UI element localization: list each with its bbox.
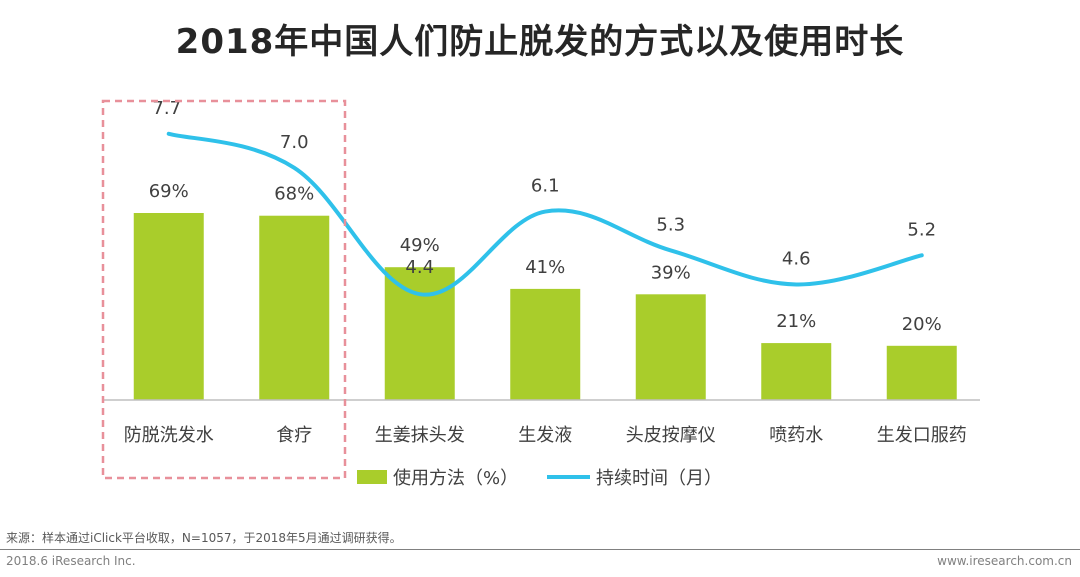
bar-3	[384, 267, 455, 400]
category-label: 喷药水	[769, 425, 823, 446]
chart-title: 2018年中国人们防止脱发的方式以及使用时长	[175, 22, 905, 62]
source-note: 来源：样本通过iClick平台收取，N=1057，于2018年5月通过调研获得。	[6, 531, 402, 545]
category-label: 生发液	[518, 425, 572, 446]
line-value-label: 7.0	[280, 132, 309, 153]
bar-6	[761, 343, 832, 400]
highlight-box	[101, 99, 347, 480]
line-value-label: 4.6	[782, 248, 811, 269]
legend-bar-swatch	[357, 470, 387, 484]
category-label: 防脱洗发水	[124, 425, 214, 446]
legend-bar-label: 使用方法（%）	[393, 468, 518, 489]
bar-5	[635, 294, 706, 400]
category-label: 生发口服药	[877, 425, 967, 446]
footer-copyright: 2018.6 iResearch Inc.	[6, 554, 136, 568]
line-value-label: 7.7	[152, 98, 181, 119]
line-value-label: 4.4	[405, 257, 434, 278]
bar-value-label: 41%	[525, 257, 565, 278]
bar-value-label: 49%	[400, 235, 440, 256]
legend-line-label: 持续时间（月）	[596, 468, 722, 489]
bar-value-label: 69%	[149, 181, 189, 202]
category-label: 生姜抹头发	[375, 425, 465, 446]
line-value-label: 6.1	[531, 176, 560, 197]
duration-line	[166, 131, 924, 297]
bar-4	[510, 288, 581, 400]
bar-7	[886, 345, 957, 400]
bar-value-label: 21%	[776, 311, 816, 332]
category-label: 食疗	[276, 425, 312, 446]
footer-divider	[0, 549, 1080, 550]
line-value-label: 5.3	[656, 214, 685, 235]
bar-1	[133, 213, 204, 400]
bar-value-label: 20%	[902, 314, 942, 335]
bar-value-label: 39%	[651, 262, 691, 283]
bar-value-label: 68%	[274, 184, 314, 205]
bar-2	[259, 215, 330, 400]
category-label: 头皮按摩仪	[626, 425, 716, 446]
line-value-label: 5.2	[907, 219, 936, 240]
footer-website: www.iresearch.com.cn	[937, 554, 1072, 568]
